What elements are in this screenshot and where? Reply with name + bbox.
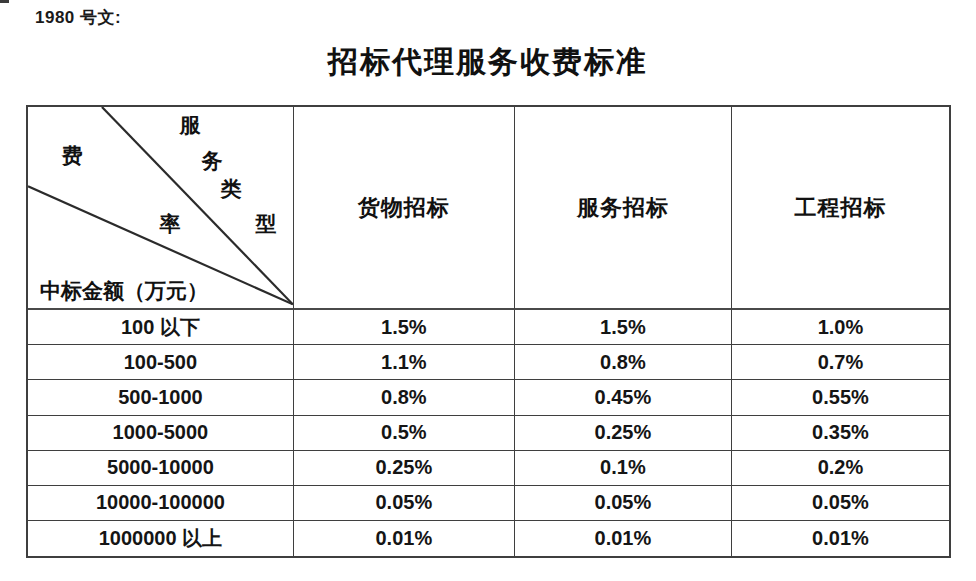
fee-rate-char: 率 — [160, 213, 181, 234]
works-rate-cell: 1.0% — [732, 310, 949, 345]
amount-range-cell: 10000-100000 — [28, 486, 294, 521]
services-rate-cell: 0.45% — [515, 380, 732, 415]
services-rate-cell: 0.01% — [515, 521, 732, 556]
works-rate-cell: 0.2% — [732, 451, 949, 486]
works-rate-cell: 0.05% — [732, 486, 949, 521]
fee-rate-char: 费 — [62, 145, 83, 166]
services-rate-cell: 0.05% — [515, 486, 732, 521]
goods-rate-cell: 1.1% — [294, 345, 515, 380]
column-header-goods: 货物招标 — [294, 107, 515, 310]
amount-range-cell: 1000000 以上 — [28, 521, 294, 556]
goods-rate-cell: 0.5% — [294, 416, 515, 451]
amount-range-cell: 1000-5000 — [28, 416, 294, 451]
fee-standard-table: 服 费 务 类 率 型 中标金额（万元） 货物招标 服务招标 工程招标 100 … — [26, 105, 951, 558]
scan-artifact — [0, 0, 9, 3]
works-rate-cell: 0.35% — [732, 416, 949, 451]
doc-ref-label: 1980 号文: — [35, 6, 121, 29]
goods-rate-cell: 0.8% — [294, 380, 515, 415]
works-rate-cell: 0.01% — [732, 521, 949, 556]
page-title: 招标代理服务收费标准 — [0, 42, 976, 83]
amount-range-cell: 100-500 — [28, 345, 294, 380]
service-type-char: 类 — [221, 178, 242, 199]
column-header-works: 工程招标 — [732, 107, 949, 310]
amount-axis-label: 中标金额（万元） — [40, 277, 208, 305]
column-header-services: 服务招标 — [515, 107, 732, 310]
goods-rate-cell: 0.05% — [294, 486, 515, 521]
services-rate-cell: 0.1% — [515, 451, 732, 486]
goods-rate-cell: 0.25% — [294, 451, 515, 486]
services-rate-cell: 0.8% — [515, 345, 732, 380]
service-type-char: 服 — [180, 114, 201, 135]
services-rate-cell: 0.25% — [515, 416, 732, 451]
amount-range-cell: 5000-10000 — [28, 451, 294, 486]
works-rate-cell: 0.55% — [732, 380, 949, 415]
works-rate-cell: 0.7% — [732, 345, 949, 380]
document-page: 1980 号文: 招标代理服务收费标准 服 费 务 类 率 型 中标金额（万元）… — [0, 0, 976, 581]
amount-range-cell: 500-1000 — [28, 380, 294, 415]
services-rate-cell: 1.5% — [515, 310, 732, 345]
amount-range-cell: 100 以下 — [28, 310, 294, 345]
goods-rate-cell: 1.5% — [294, 310, 515, 345]
goods-rate-cell: 0.01% — [294, 521, 515, 556]
service-type-char: 型 — [256, 213, 277, 234]
service-type-char: 务 — [202, 150, 223, 171]
diagonal-corner-cell: 服 费 务 类 率 型 中标金额（万元） — [28, 107, 294, 310]
